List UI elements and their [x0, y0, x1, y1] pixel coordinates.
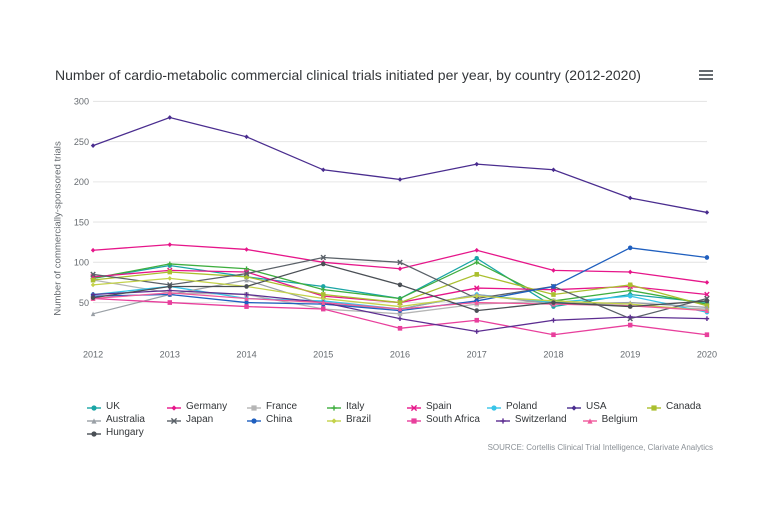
legend-item[interactable]: Switzerland — [496, 414, 567, 425]
svg-text:2018: 2018 — [543, 350, 563, 360]
svg-text:250: 250 — [74, 137, 89, 147]
svg-text:300: 300 — [74, 96, 89, 106]
legend-label: USA — [586, 401, 607, 412]
svg-text:Number of commercially-sponsor: Number of commercially-sponsored trials — [53, 141, 63, 316]
plot-area: 5010015020025030020122013201420152016201… — [87, 95, 713, 362]
legend-item[interactable]: Germany — [167, 401, 231, 412]
chart-card: Number of cardio-metabolic commercial cl… — [45, 59, 723, 454]
legend-label: Brazil — [346, 414, 371, 425]
svg-text:2020: 2020 — [697, 350, 717, 360]
svg-text:2012: 2012 — [83, 350, 103, 360]
legend-item[interactable]: Poland — [487, 401, 551, 412]
legend-item[interactable]: Hungary — [87, 427, 151, 438]
svg-text:2016: 2016 — [390, 350, 410, 360]
legend-label: Belgium — [602, 414, 638, 425]
legend-item[interactable]: Canada — [647, 401, 711, 412]
legend-label: Italy — [346, 401, 364, 412]
legend-item[interactable]: USA — [567, 401, 631, 412]
chart-legend: UK Germany France Italy Spain Poland USA Canada… — [87, 401, 713, 438]
legend-label: Australia — [106, 414, 145, 425]
legend-item[interactable]: Italy — [327, 401, 391, 412]
legend-item[interactable]: Spain — [407, 401, 471, 412]
legend-item[interactable]: China — [247, 414, 311, 425]
legend-label: China — [266, 414, 292, 425]
legend-item[interactable]: France — [247, 401, 311, 412]
legend-label: South Africa — [426, 414, 480, 425]
legend-item[interactable]: South Africa — [407, 414, 480, 425]
title-row: Number of cardio-metabolic commercial cl… — [45, 59, 723, 87]
hamburger-menu-icon[interactable] — [699, 70, 713, 80]
legend-label: Germany — [186, 401, 227, 412]
svg-text:2013: 2013 — [160, 350, 180, 360]
legend-label: Spain — [426, 401, 452, 412]
source-attribution: SOURCE: Cortellis Clinical Trial Intelli… — [488, 443, 713, 452]
chart-container: Number of cardio-metabolic commercial cl… — [0, 0, 768, 513]
svg-text:200: 200 — [74, 177, 89, 187]
legend-label: Canada — [666, 401, 701, 412]
legend-label: Hungary — [106, 427, 144, 438]
svg-text:2019: 2019 — [620, 350, 640, 360]
legend-label: UK — [106, 401, 120, 412]
legend-label: France — [266, 401, 297, 412]
legend-item[interactable]: Belgium — [583, 414, 647, 425]
svg-text:2017: 2017 — [467, 350, 487, 360]
legend-label: Switzerland — [515, 414, 567, 425]
legend-item[interactable]: UK — [87, 401, 151, 412]
legend-label: Japan — [186, 414, 213, 425]
svg-text:100: 100 — [74, 257, 89, 267]
legend-label: Poland — [506, 401, 537, 412]
legend-item[interactable]: Japan — [167, 414, 231, 425]
chart-title: Number of cardio-metabolic commercial cl… — [55, 67, 641, 83]
legend-item[interactable]: Brazil — [327, 414, 391, 425]
svg-text:150: 150 — [74, 217, 89, 227]
line-chart-svg: 5010015020025030020122013201420152016201… — [87, 95, 713, 362]
svg-text:50: 50 — [79, 298, 89, 308]
legend-item[interactable]: Australia — [87, 414, 151, 425]
svg-text:2014: 2014 — [236, 350, 256, 360]
svg-text:2015: 2015 — [313, 350, 333, 360]
